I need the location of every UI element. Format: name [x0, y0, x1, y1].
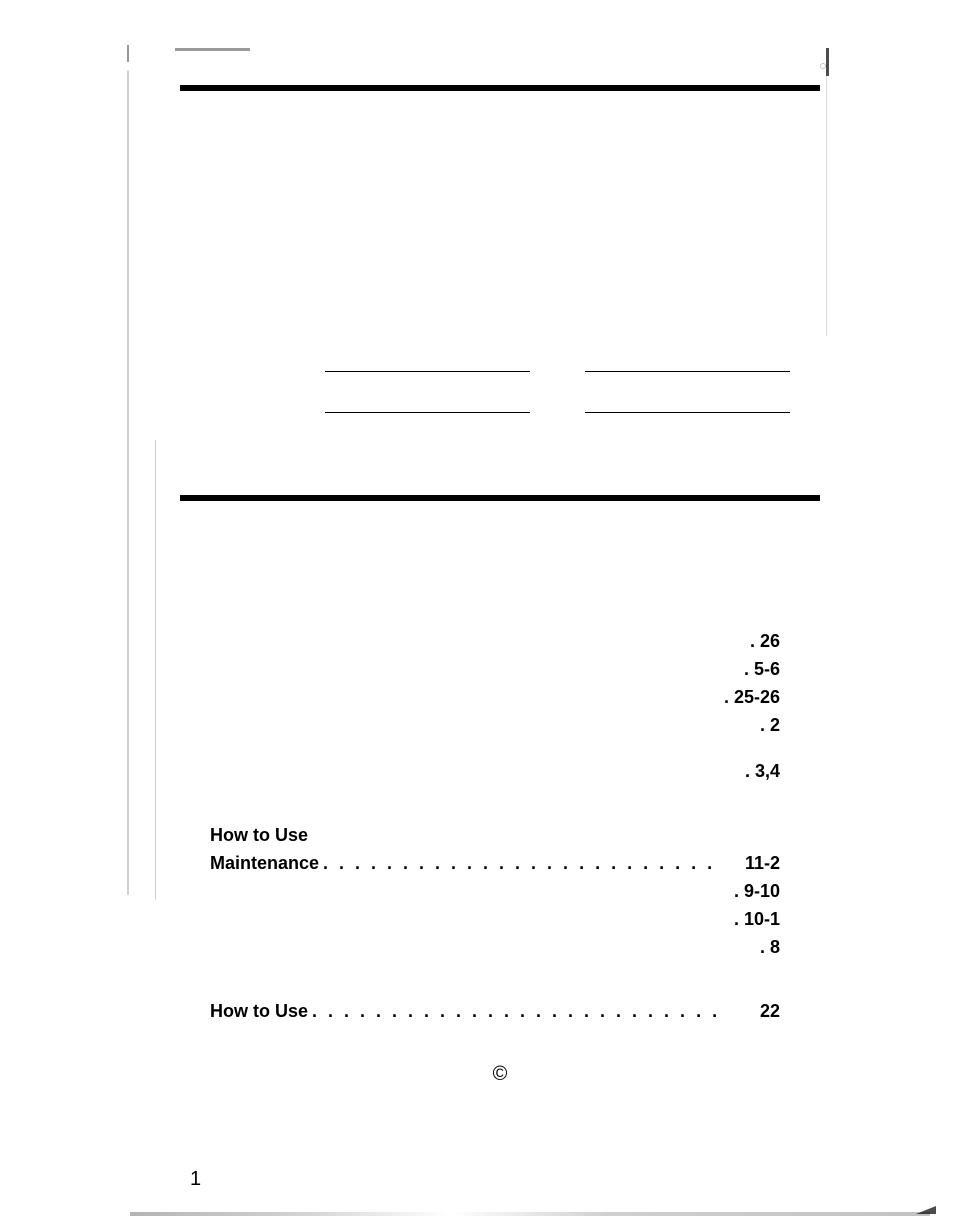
scan-artifact-left	[127, 45, 129, 895]
scan-artifact-bottom	[130, 1212, 930, 1216]
form-line	[325, 412, 530, 413]
toc-entry: . 8	[210, 937, 780, 961]
toc-group-1b: . 3,4	[210, 761, 780, 785]
toc-entry-label: Maintenance	[210, 853, 319, 874]
toc-entry: . 3,4	[210, 761, 780, 785]
document-page: . 26 . 5-6 . 25-26 . 2 . 3,4 How to Use Mai…	[130, 30, 830, 1086]
toc-entry: . 26	[210, 631, 780, 655]
form-line	[585, 371, 790, 372]
form-line	[585, 412, 790, 413]
toc-entry-page: . 2	[720, 715, 780, 736]
toc-entry-page: 22	[720, 1001, 780, 1022]
toc-entry-page: . 9-10	[720, 881, 780, 902]
toc-group-3: How to Use 22	[210, 1001, 780, 1025]
table-of-contents: . 26 . 5-6 . 25-26 . 2 . 3,4 How to Use Mai…	[210, 631, 780, 1025]
toc-section-header: How to Use	[210, 825, 780, 849]
toc-leader-dots	[308, 1001, 720, 1022]
toc-group-2: Maintenance 11-2 . 9-10 . 10-1 . 8	[210, 853, 780, 961]
toc-entry-page: . 3,4	[720, 761, 780, 782]
toc-leader-dots	[319, 853, 720, 874]
toc-entry: Maintenance 11-2	[210, 853, 780, 877]
toc-entry: . 9-10	[210, 881, 780, 905]
toc-entry: . 5-6	[210, 659, 780, 683]
toc-header-label: How to Use	[210, 825, 308, 846]
toc-entry-page: . 10-1	[720, 909, 780, 930]
form-line	[325, 371, 530, 372]
horizontal-rule-mid	[180, 495, 820, 501]
scan-artifact-corner	[916, 1206, 936, 1214]
toc-entry: . 25-26	[210, 687, 780, 711]
form-lines-group	[130, 371, 830, 413]
toc-entry-page: . 5-6	[720, 659, 780, 680]
toc-entry-label: How to Use	[210, 1001, 308, 1022]
toc-entry-page: 11-2	[720, 853, 780, 874]
copyright-line: ©	[180, 1063, 820, 1086]
toc-entry-page: . 25-26	[720, 687, 780, 708]
toc-entry: . 10-1	[210, 909, 780, 933]
copyright-symbol: ©	[493, 1063, 508, 1085]
toc-group-1: . 26 . 5-6 . 25-26 . 2	[210, 631, 780, 739]
toc-entry-page: . 8	[720, 937, 780, 958]
toc-entry: . 2	[210, 715, 780, 739]
toc-entry: How to Use 22	[210, 1001, 780, 1025]
page-number: 1	[190, 1168, 201, 1191]
toc-entry-page: . 26	[720, 631, 780, 652]
